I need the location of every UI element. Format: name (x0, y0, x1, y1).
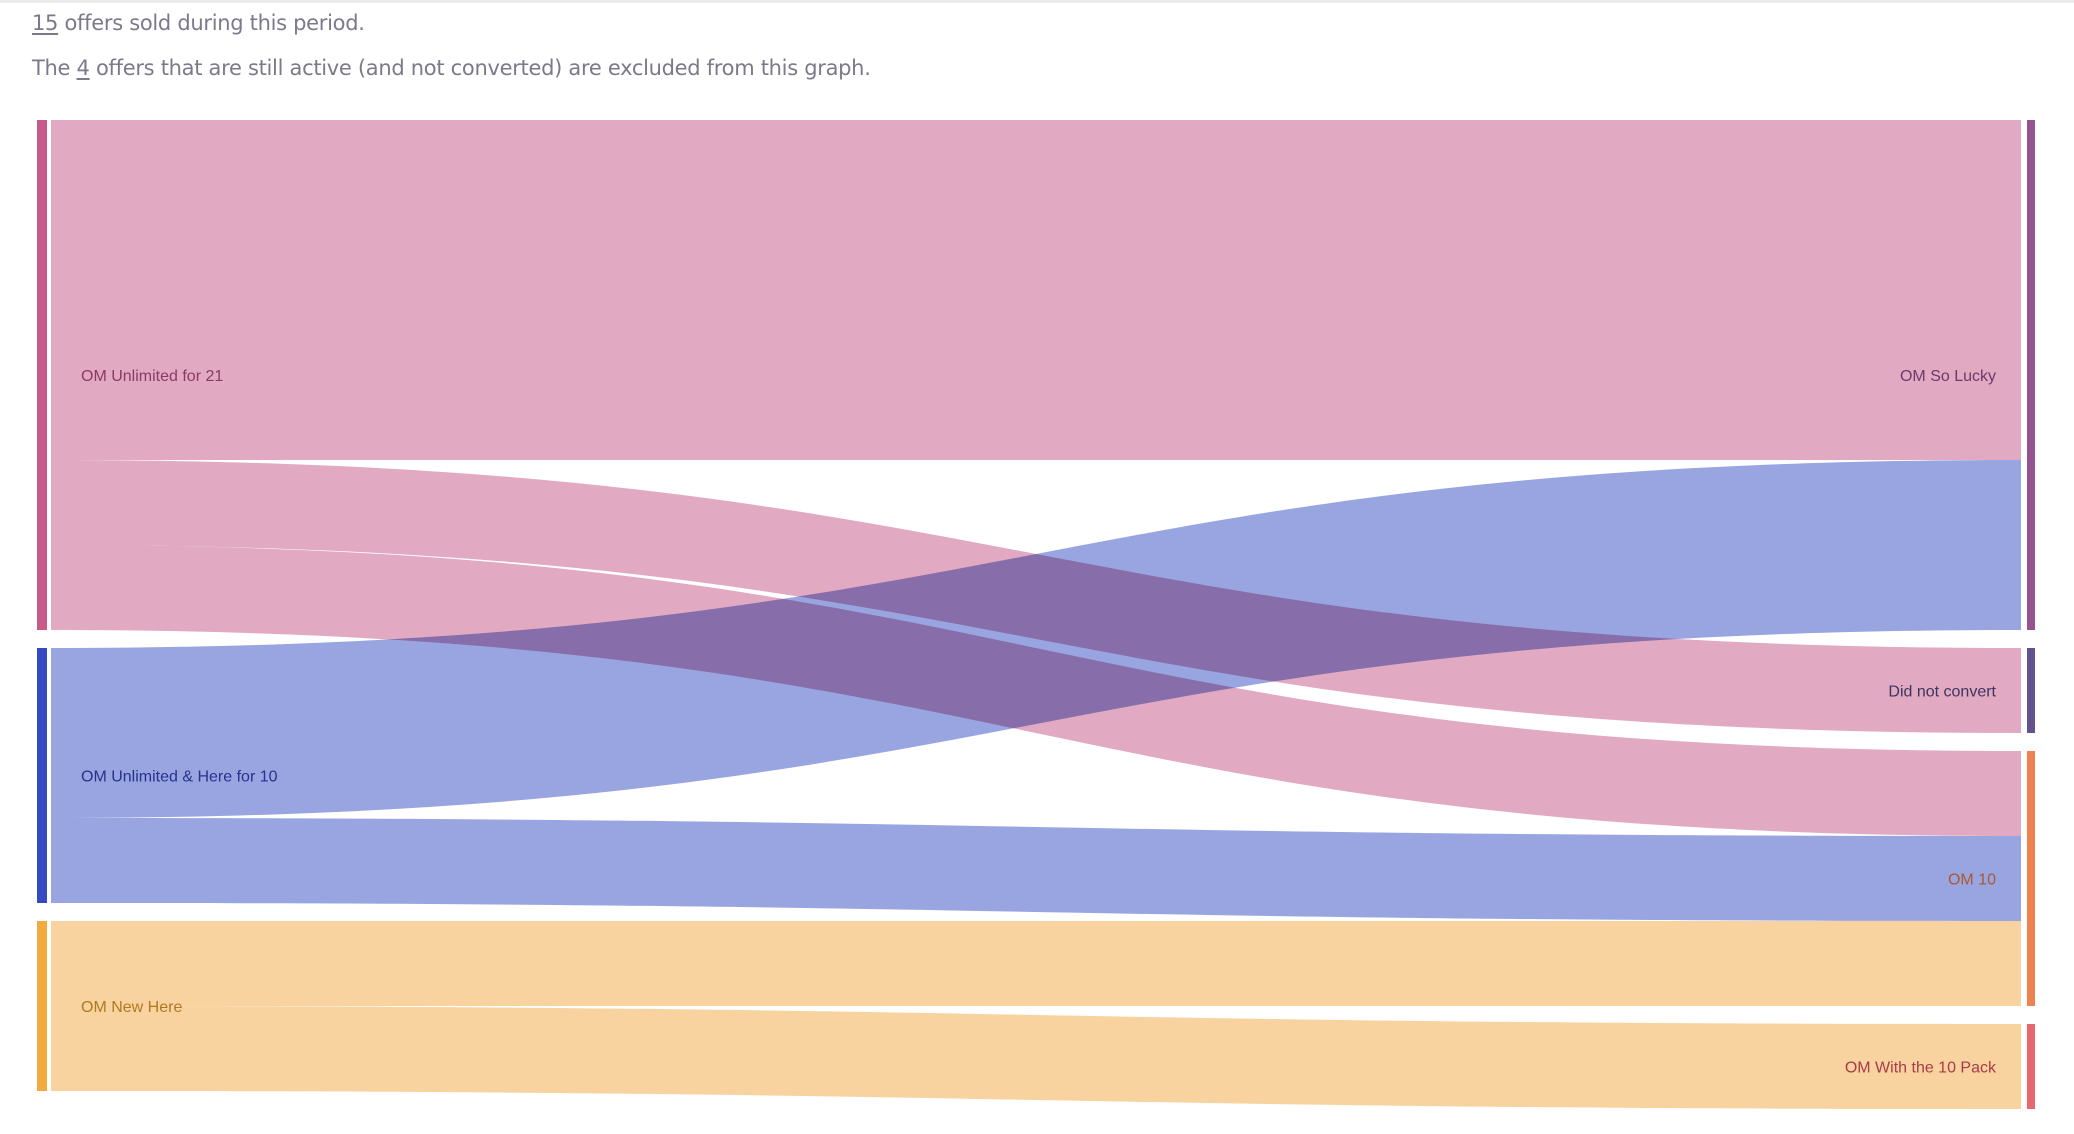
sankey-link-6[interactable] (51, 1006, 2021, 1109)
sold-summary: 15 offers sold during this period. (32, 11, 365, 35)
sankey-link-0[interactable] (51, 120, 2021, 460)
source-node-bar[interactable] (37, 120, 47, 630)
active-text: offers that are still active (and not co… (89, 56, 871, 80)
active-count: 4 (76, 56, 90, 80)
top-divider (0, 0, 2074, 3)
source-node-label: OM Unlimited for 21 (81, 368, 223, 385)
target-node-bar[interactable] (2027, 1024, 2035, 1109)
target-node-bar[interactable] (2027, 120, 2035, 630)
sankey-link-3[interactable] (51, 460, 2021, 818)
sankey-links (51, 120, 2021, 1109)
target-node-label: OM So Lucky (1900, 368, 1996, 385)
sankey-nodes (37, 120, 2035, 1109)
sold-text: offers sold during this period. (58, 11, 365, 35)
target-node-label: OM 10 (1948, 872, 1996, 889)
target-node-bar[interactable] (2027, 648, 2035, 733)
sankey-link-5[interactable] (51, 921, 2021, 1006)
target-node-label: OM With the 10 Pack (1845, 1060, 1997, 1077)
target-node-label: Did not convert (1888, 684, 1996, 701)
active-prefix: The (32, 56, 77, 80)
target-node-bar[interactable] (2027, 751, 2035, 1006)
source-node-bar[interactable] (37, 921, 47, 1091)
sankey-labels: OM Unlimited for 21 OM Unlimited & Here f… (81, 368, 1997, 1077)
active-summary: The 4 offers that are still active (and … (32, 56, 871, 80)
source-node-label: OM Unlimited & Here for 10 (81, 769, 278, 786)
source-node-label: OM New Here (81, 999, 182, 1016)
sold-count: 15 (32, 11, 59, 35)
source-node-bar[interactable] (37, 648, 47, 903)
sankey-link-4[interactable] (51, 818, 2021, 921)
